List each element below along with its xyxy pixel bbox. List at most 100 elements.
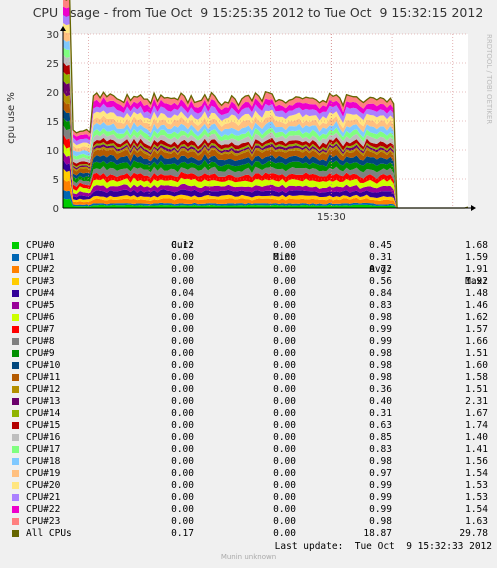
legend-avg-value: 0.99 [369,336,392,347]
legend-max-value: 1.92 [465,276,488,287]
legend-avg-value: 0.99 [369,504,392,515]
legend-cur-value: 0.00 [171,372,194,383]
y-tick-label: 15 [46,117,59,128]
legend-max-value: 1.51 [465,348,488,359]
legend-avg-value: 18.87 [363,528,392,539]
legend-avg-value: 0.85 [369,432,392,443]
legend-row: CPU#9 0.00 0.00 0.98 1.51 [12,348,492,360]
legend-min-value: 0.00 [273,264,296,275]
legend-swatch [12,530,19,537]
legend-table: Cur: Min: Avg: Max: CPU#0 0.12 0.00 0.45 1.6… [12,228,492,540]
legend-row: CPU#2 0.00 0.00 0.72 1.91 [12,264,492,276]
x-tick-label: 15:30 [317,212,346,223]
legend-swatch [12,398,19,405]
legend-row: CPU#1 0.00 0.00 0.31 1.59 [12,252,492,264]
legend-row: CPU#14 0.00 0.00 0.31 1.67 [12,408,492,420]
legend-swatch [12,506,19,513]
legend-swatch [12,338,19,345]
legend-cur-value: 0.00 [171,348,194,359]
legend-row: CPU#16 0.00 0.00 0.85 1.40 [12,432,492,444]
legend-max-value: 1.59 [465,252,488,263]
legend-min-value: 0.00 [273,252,296,263]
legend-avg-value: 0.83 [369,300,392,311]
last-update: Last update: Tue Oct 9 15:32:33 2012 [274,541,492,552]
series-area-cpu12 [63,91,468,208]
footer-label: Munin unknown [220,553,277,561]
legend-min-value: 0.00 [273,396,296,407]
legend-max-value: 1.46 [465,300,488,311]
legend-swatch [12,314,19,321]
legend-row: CPU#12 0.00 0.00 0.36 1.51 [12,384,492,396]
legend-cur-value: 0.00 [171,516,194,527]
y-axis-arrow [60,26,66,31]
legend-row: CPU#8 0.00 0.00 0.99 1.66 [12,336,492,348]
legend-cur-value: 0.00 [171,312,194,323]
legend-row: CPU#11 0.00 0.00 0.98 1.58 [12,372,492,384]
legend-avg-value: 0.45 [369,240,392,251]
legend-row: CPU#20 0.00 0.00 0.99 1.53 [12,480,492,492]
legend-avg-value: 0.72 [369,264,392,275]
legend-swatch [12,326,19,333]
legend-avg-value: 0.31 [369,408,392,419]
legend-series-name: CPU#16 [26,432,61,443]
legend-swatch [12,422,19,429]
legend-swatch [12,494,19,501]
legend-min-value: 0.00 [273,324,296,335]
legend-cur-value: 0.00 [171,480,194,491]
legend-max-value: 1.68 [465,240,488,251]
legend-row: CPU#15 0.00 0.00 0.63 1.74 [12,420,492,432]
legend-row: CPU#18 0.00 0.00 0.98 1.56 [12,456,492,468]
legend-swatch [12,386,19,393]
legend-max-value: 29.78 [459,528,488,539]
legend-cur-value: 0.00 [171,492,194,503]
legend-min-value: 0.00 [273,504,296,515]
legend-avg-value: 0.98 [369,372,392,383]
legend-swatch [12,362,19,369]
series-area-cpu11 [63,99,468,208]
legend-series-name: CPU#7 [26,324,55,335]
legend-min-value: 0.00 [273,480,296,491]
legend-min-value: 0.00 [273,444,296,455]
legend-cur-value: 0.12 [171,240,194,251]
legend-swatch [12,278,19,285]
legend-max-value: 1.57 [465,324,488,335]
legend-cur-value: 0.00 [171,360,194,371]
legend-cur-value: 0.00 [171,384,194,395]
legend-max-value: 2.31 [465,396,488,407]
legend-min-value: 0.00 [273,336,296,347]
y-axis-label: cpu use % [6,92,17,144]
legend-avg-value: 0.84 [369,288,392,299]
legend-swatch [12,350,19,357]
legend-avg-value: 0.98 [369,348,392,359]
legend-series-name: All CPUs [26,528,72,539]
legend-avg-value: 0.99 [369,324,392,335]
legend-cur-value: 0.17 [171,528,194,539]
legend-row: CPU#21 0.00 0.00 0.99 1.53 [12,492,492,504]
series-area-cpu2 [63,178,468,208]
legend-max-value: 1.53 [465,492,488,503]
legend-min-value: 0.00 [273,360,296,371]
legend-max-value: 1.67 [465,408,488,419]
legend-cur-value: 0.00 [171,252,194,263]
legend-max-value: 1.63 [465,516,488,527]
legend-series-name: CPU#8 [26,336,55,347]
legend-row: All CPUs 0.17 0.00 18.87 29.78 [12,528,492,540]
legend-series-name: CPU#20 [26,480,61,491]
legend-swatch [12,266,19,273]
y-tick-label: 25 [46,59,59,70]
legend-avg-value: 0.98 [369,516,392,527]
legend-series-name: CPU#23 [26,516,61,527]
legend-avg-value: 0.98 [369,360,392,371]
legend-swatch [12,446,19,453]
legend-header-avg: Avg: [369,264,392,275]
legend-max-value: 1.54 [465,468,488,479]
legend-header-max: Max: [465,276,488,287]
legend-cur-value: 0.00 [171,432,194,443]
series-area-cpu10 [63,108,468,208]
legend-series-name: CPU#18 [26,456,61,467]
legend-min-value: 0.00 [273,492,296,503]
legend-series-name: CPU#0 [26,240,55,251]
legend-row: CPU#23 0.00 0.00 0.98 1.63 [12,516,492,528]
legend-swatch [12,518,19,525]
legend-min-value: 0.00 [273,516,296,527]
